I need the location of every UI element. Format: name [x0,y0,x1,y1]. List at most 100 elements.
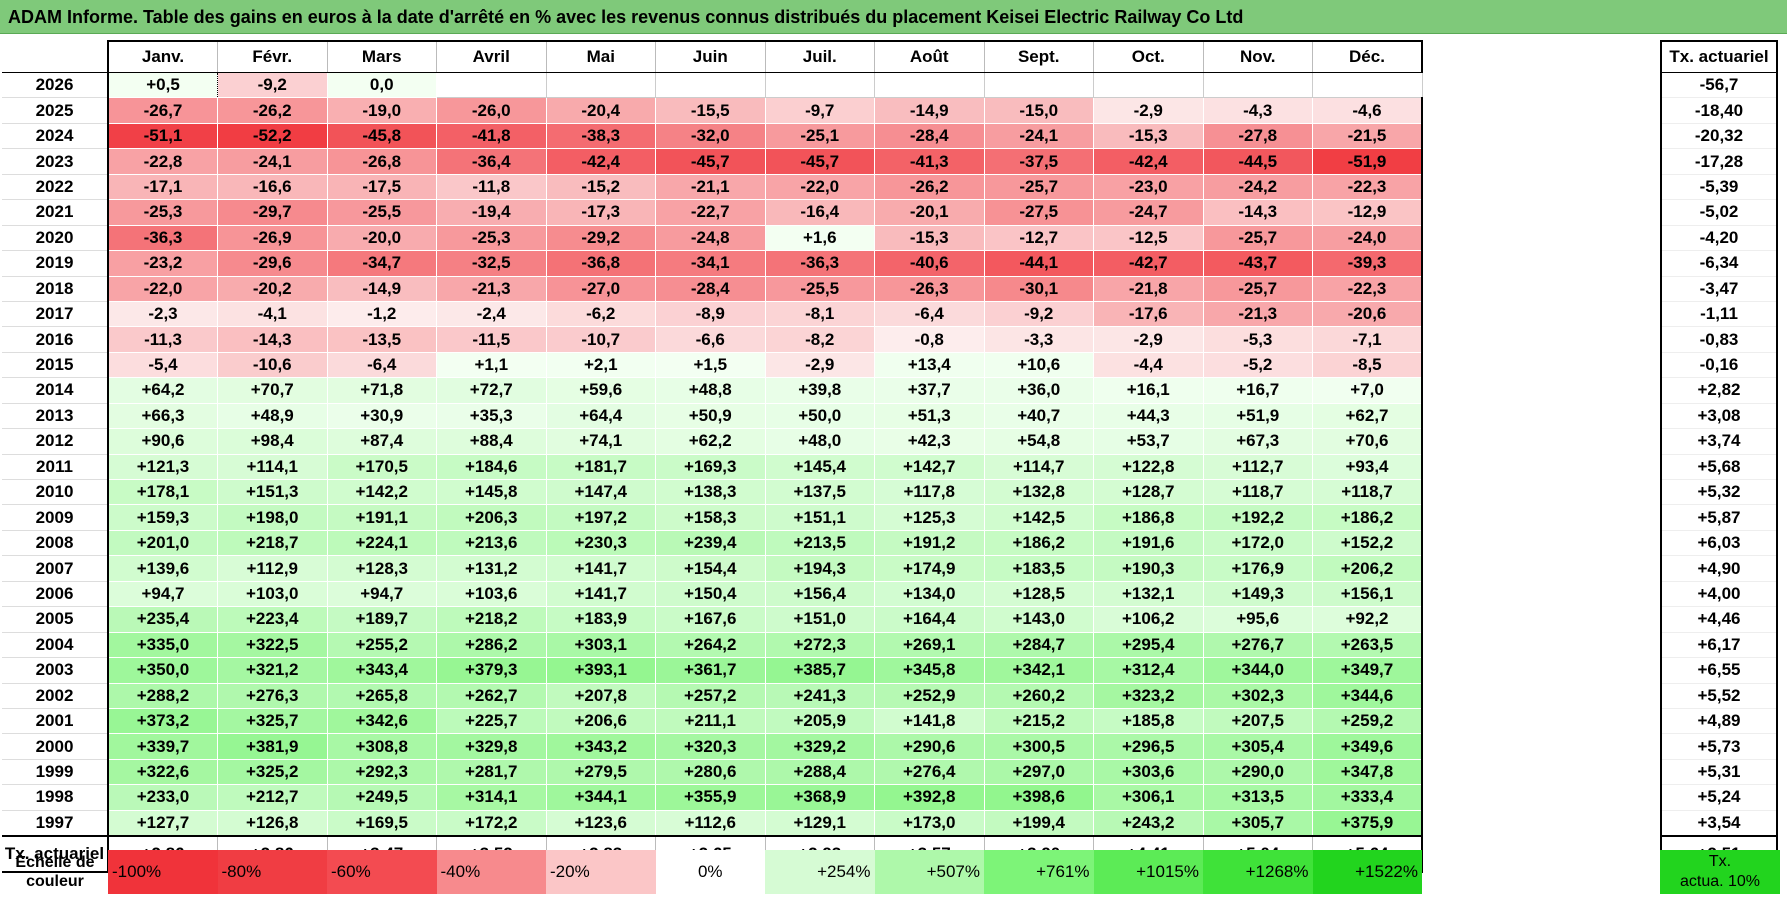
gain-cell [436,72,547,99]
tx-row: +5,87 [1661,504,1777,531]
gain-cell: +59,6 [546,377,656,404]
tx-actuariel-value: -5,02 [1661,199,1777,226]
gain-cell: +344,6 [1312,683,1423,709]
gain-cell: +164,4 [874,606,985,633]
gain-cell: -4,1 [217,301,328,328]
table-row: 2020 -36,3 -26,9 -20,0 -25,3 -29,2 -24,8 +1,6 -1… [2,225,1423,252]
gain-cell: +320,3 [655,733,766,760]
gain-cell: +92,2 [1312,606,1423,633]
gain-cell: +207,5 [1203,708,1313,735]
gain-cell: -25,5 [327,199,437,226]
gain-cell: -24,7 [1093,199,1204,226]
gain-cell: +1,1 [436,352,547,379]
gain-cell: -26,9 [217,225,328,252]
gain-cell: +385,7 [765,657,875,684]
gain-cell: -21,8 [1093,276,1204,302]
table-row: 2008 +201,0 +218,7 +224,1 +213,6 +230,3 +239,4… [2,530,1423,557]
gain-cell: +198,0 [217,504,328,531]
gain-cell: +194,3 [765,555,875,582]
gain-cell: +128,7 [1093,479,1204,506]
gain-cell: +150,4 [655,581,766,608]
gain-cell: -42,4 [546,148,656,175]
gain-cell: -5,4 [108,352,218,379]
gain-cell: +224,1 [327,530,437,557]
tx-actuariel-value: -56,7 [1661,72,1777,99]
year-label: 2024 [2,123,109,150]
table-row: 2006 +94,7 +103,0 +94,7 +103,6 +141,7 +150,4 +1… [2,581,1423,608]
tx-actuariel-value: +4,89 [1661,708,1777,735]
tx-actuariel-value: +5,87 [1661,504,1777,531]
gain-cell: +379,3 [436,657,547,684]
gain-cell: +276,7 [1203,632,1313,659]
gain-cell: +87,4 [327,428,437,455]
gain-cell: -51,9 [1312,148,1423,175]
table-row: 2005 +235,4 +223,4 +189,7 +218,2 +183,9 +167,6… [2,606,1423,633]
gain-cell: -29,2 [546,225,656,252]
year-label: 1998 [2,784,109,811]
tx-row: -0,83 [1661,326,1777,353]
gain-cell: +262,7 [436,683,547,709]
gain-cell: -15,3 [874,225,985,252]
gain-cell: +167,6 [655,606,766,633]
gain-cell: +1,6 [765,225,875,252]
gain-cell: +260,2 [984,683,1094,709]
tx-row: +3,08 [1661,403,1777,430]
gain-cell: +213,6 [436,530,547,557]
tx-row: +3,54 [1661,810,1777,837]
gain-cell: -23,2 [108,250,218,277]
gain-cell: -25,3 [108,199,218,226]
gain-cell: +350,0 [108,657,218,684]
gain-cell: +263,5 [1312,632,1423,659]
gain-cell: -8,2 [765,326,875,353]
gain-cell: +335,0 [108,632,218,659]
gain-cell: +306,1 [1093,784,1204,811]
gain-cell: -29,6 [217,250,328,277]
year-label: 2015 [2,352,109,379]
year-label: 2004 [2,632,109,659]
gain-cell: +355,9 [655,784,766,811]
gain-cell: -4,6 [1312,97,1423,124]
year-label: 1999 [2,759,109,786]
gain-cell: +129,1 [765,810,875,837]
gain-cell: -9,2 [217,72,328,99]
tx-row: +4,00 [1661,581,1777,608]
year-label: 2023 [2,148,109,175]
year-label: 2026 [2,72,109,99]
gain-cell: -25,7 [984,174,1094,201]
gain-cell: +118,7 [1312,479,1423,506]
table-row: 2014 +64,2 +70,7 +71,8 +72,7 +59,6 +48,8 +39,8 +… [2,377,1423,404]
gain-cell: +297,0 [984,759,1094,786]
month-header: Déc. [1312,40,1423,73]
tx-row: -5,02 [1661,199,1777,226]
gain-cell: +62,7 [1312,403,1423,430]
gain-cell: -22,8 [108,148,218,175]
gain-cell: -14,3 [1203,199,1313,226]
gain-cell: +16,7 [1203,377,1313,404]
gain-cell: +142,5 [984,504,1094,531]
gain-cell: +329,2 [765,733,875,760]
table-row: 2021 -25,3 -29,7 -25,5 -19,4 -17,3 -22,7 -16,4-… [2,199,1423,226]
gain-cell: +156,1 [1312,581,1423,608]
gain-cell: +112,9 [217,555,328,582]
gain-cell: +141,8 [874,708,985,735]
gain-cell: -43,7 [1203,250,1313,277]
gain-cell: +302,3 [1203,683,1313,709]
gain-cell: -24,1 [217,148,328,175]
color-scale: Echelle de couleur -100% -80% -60% -40% -20% 0%… [2,850,1422,894]
gain-cell: +176,9 [1203,555,1313,582]
gain-cell [1093,72,1204,99]
table-row: 2026 +0,5 -9,2 0,0 [2,72,1423,99]
month-header: Août [874,40,985,73]
tx-row: +2,82 [1661,377,1777,404]
tx-actuariel-table: Tx. actuariel -56,7 -18,40 -20,32 -17,28 -5,… [1660,40,1778,874]
gain-cell: +288,2 [108,683,218,709]
tx-row: -5,39 [1661,174,1777,201]
gain-cell: +286,2 [436,632,547,659]
gain-cell: +186,2 [984,530,1094,557]
gain-cell: +159,3 [108,504,218,531]
gain-cell: -16,6 [217,174,328,201]
gain-cell: +300,5 [984,733,1094,760]
year-label: 2003 [2,657,109,684]
tx-row: -56,7 [1661,72,1777,99]
color-scale-swatch: +254% [765,850,875,894]
